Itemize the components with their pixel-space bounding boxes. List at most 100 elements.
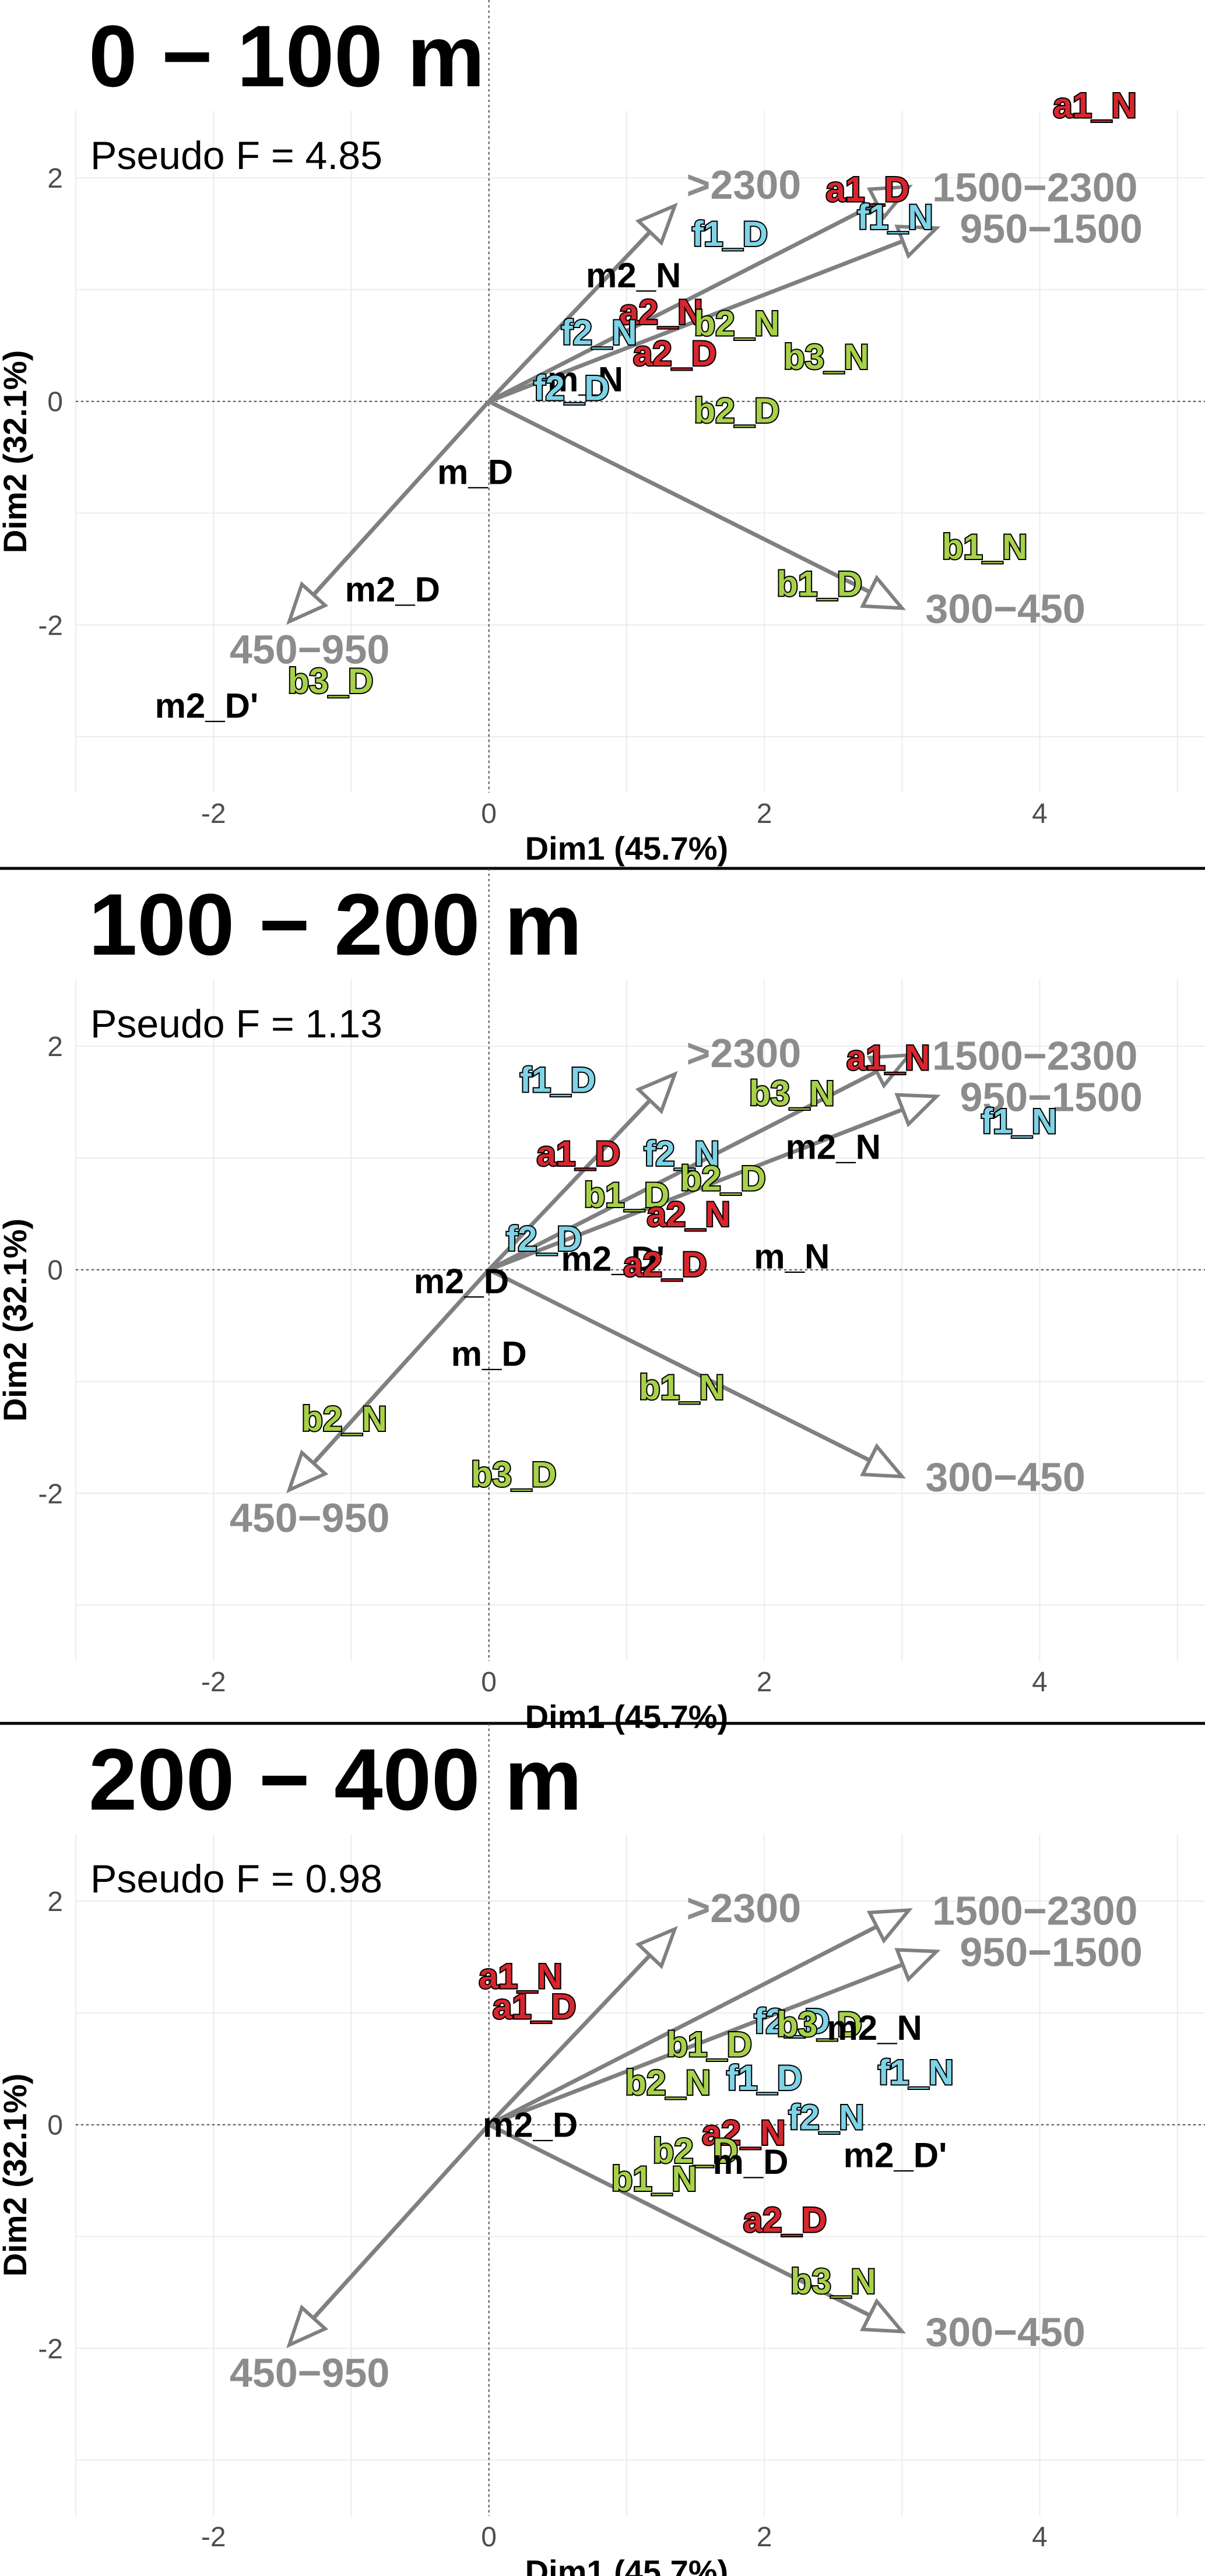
- y-axis-title: Dim2 (32.1%): [0, 2074, 33, 2277]
- y-tick-label: -2: [38, 1479, 63, 1509]
- site-label: b1_D: [777, 564, 862, 603]
- site-label: m2_N: [827, 2008, 922, 2047]
- vector-arrowhead: [866, 185, 913, 221]
- vector-label: >2300: [687, 1030, 802, 1076]
- site-label: b2_N: [694, 304, 779, 343]
- site-label: m_D: [451, 1335, 527, 1374]
- vector-arrow: [488, 1268, 871, 1462]
- vector-label: 950−1500: [960, 206, 1142, 251]
- site-label: a2_N: [647, 1195, 730, 1234]
- site-label: f1_D: [692, 214, 768, 254]
- site-label: a1_D: [536, 1134, 620, 1173]
- site-label: a2_D: [743, 2201, 827, 2240]
- site-label: m2_D': [844, 2135, 947, 2174]
- site-label: b1_D: [666, 2025, 752, 2064]
- vector-arrow: [487, 1099, 652, 1272]
- pseudo-f-label: Pseudo F = 1.13: [90, 1002, 382, 1046]
- panel-title: 0 − 100 m: [89, 7, 485, 105]
- site-label: f1_D: [726, 2058, 802, 2098]
- site-label: m2_N: [586, 256, 681, 295]
- y-tick-label: -2: [38, 610, 63, 641]
- site-label: m2_D: [414, 1262, 509, 1301]
- site-label: f2_D: [754, 2001, 830, 2040]
- site-label: f2_N: [561, 313, 637, 352]
- x-tick-label: 4: [1032, 798, 1048, 829]
- site-label: m_D: [712, 2142, 788, 2181]
- vector-arrow: [487, 230, 652, 403]
- vector-arrowhead: [866, 1908, 913, 1944]
- vector-arrowhead: [286, 2304, 329, 2349]
- site-label: b2_N: [301, 1399, 387, 1438]
- vector-arrow: [488, 1069, 878, 1272]
- y-tick-label: 2: [47, 1032, 63, 1062]
- site-label: b3_N: [784, 337, 869, 376]
- biplot-panel-3: 200 − 400 m Pseudo F = 0.98 -2 0 2 4 -2 0 2 Dim1 …: [0, 1723, 1205, 2576]
- vector-arrow: [488, 239, 904, 403]
- vector-arrow: [488, 1924, 878, 2127]
- site-label: m_N: [754, 1237, 830, 1276]
- vector-label: 450−950: [230, 1495, 389, 1541]
- pseudo-f-label: Pseudo F = 4.85: [90, 133, 382, 178]
- x-tick-label: 4: [1032, 2522, 1048, 2553]
- grid-lines: [75, 1834, 1205, 2516]
- site-label: m2_D: [345, 570, 440, 609]
- vector-arrowhead: [860, 1443, 907, 1479]
- site-label: m2_D': [561, 1240, 665, 1279]
- site-label: f1_D: [520, 1061, 596, 1100]
- vector-arrow: [487, 1954, 652, 2127]
- vector-label: 950−1500: [960, 1929, 1142, 1975]
- y-tick-label: 2: [47, 163, 63, 194]
- vector-label: 300−450: [925, 1455, 1085, 1500]
- site-label: m2_N: [785, 1128, 880, 1167]
- vector-label: 1500−2300: [932, 1033, 1137, 1078]
- vector-arrow: [488, 399, 871, 594]
- vector-arrowhead: [635, 202, 678, 246]
- vector-arrow: [488, 1962, 904, 2127]
- site-label: b1_N: [612, 2159, 697, 2198]
- site-label: a1_N: [479, 1957, 562, 1996]
- site-label: b1_D: [584, 1176, 670, 1215]
- x-tick-label: -2: [201, 1667, 226, 1698]
- site-label: b3_D: [471, 1455, 557, 1494]
- site-label: b2_D: [680, 1159, 766, 1198]
- site-label: f2_D: [506, 1219, 582, 1258]
- vector-arrow: [488, 1107, 904, 1272]
- x-axis-title: Dim1 (45.7%): [525, 2553, 729, 2576]
- vector-arrowhead: [635, 1071, 678, 1114]
- site-label: f1_N: [878, 2053, 954, 2092]
- site-label: f2_N: [644, 1134, 719, 1173]
- panel-title: 100 − 200 m: [89, 875, 582, 973]
- x-tick-label: 2: [757, 2522, 772, 2553]
- site-label: b2_D: [653, 2131, 739, 2170]
- x-tick-label: 0: [481, 798, 497, 829]
- vector-label: 450−950: [230, 2350, 389, 2396]
- site-label: f2_N: [788, 2098, 864, 2137]
- vector-label: 1500−2300: [932, 1888, 1137, 1933]
- site-label: b3_N: [749, 1074, 835, 1113]
- site-label: m2_D': [155, 686, 259, 725]
- site-label: a1_D: [493, 1987, 576, 2026]
- y-tick-label: 0: [47, 2110, 63, 2141]
- vector-label: 1500−2300: [932, 164, 1137, 210]
- biplot-panel-1: 0 − 100 m Pseudo F = 4.85 -2 0 2 4 -2 0 2 Dim1 (4…: [0, 0, 1205, 867]
- vector-arrow: [488, 201, 878, 403]
- x-tick-label: 4: [1032, 1667, 1048, 1698]
- vector-label: >2300: [687, 1885, 802, 1931]
- site-label: a2_D: [623, 1245, 707, 1284]
- vector-arrowhead: [894, 224, 941, 259]
- site-label: a1_N: [846, 1038, 930, 1077]
- vector-label: 450−950: [230, 627, 389, 673]
- site-label: f2_D: [533, 369, 609, 408]
- vector-arrowhead: [866, 1053, 913, 1089]
- site-label: a1_N: [1053, 86, 1136, 125]
- x-tick-label: 0: [481, 2522, 497, 2553]
- x-tick-label: 0: [481, 1667, 497, 1698]
- vector-arrowhead: [894, 1093, 941, 1128]
- x-tick-label: 2: [757, 798, 772, 829]
- y-axis-title: Dim2 (32.1%): [0, 1219, 33, 1422]
- vector-arrow: [312, 400, 491, 596]
- site-label: f1_N: [981, 1102, 1057, 1141]
- site-label: b1_N: [639, 1368, 725, 1407]
- y-tick-label: 0: [47, 387, 63, 418]
- site-label: b3_D: [288, 661, 374, 701]
